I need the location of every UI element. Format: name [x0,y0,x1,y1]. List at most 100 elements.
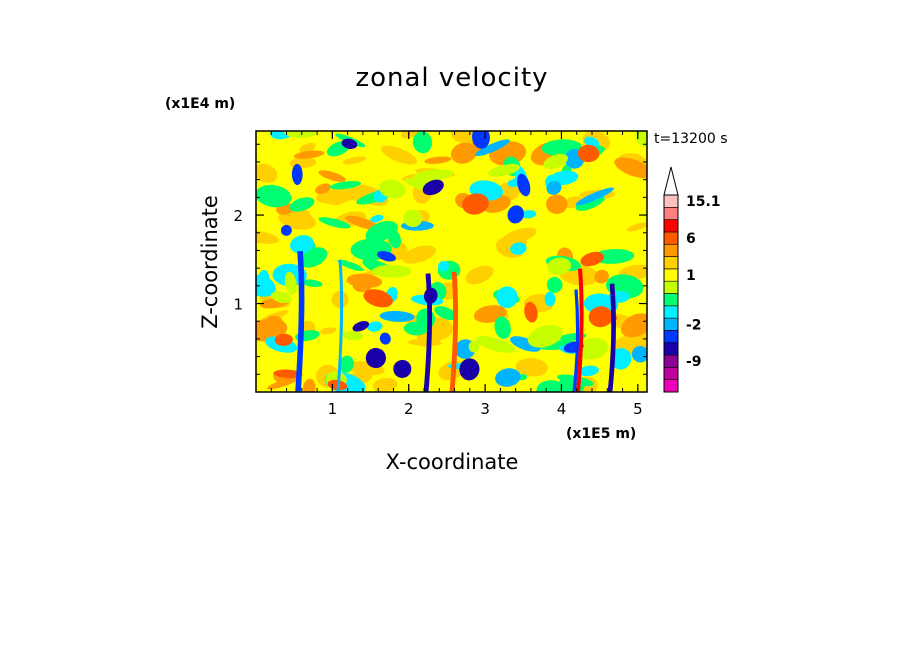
y-tick-label: 2 [233,207,243,225]
contour-patch [271,291,292,304]
contour-patch [341,138,358,149]
axis-ticks [256,131,647,392]
contour-patch [536,380,568,392]
contour-streak [607,283,616,392]
contour-patch [291,163,303,185]
colorbar-segment [663,256,679,270]
contour-patch [496,286,518,309]
plot-frame [255,130,648,393]
colorbar-frame [663,194,679,393]
contour-patch [352,321,370,332]
contour-patch [274,333,293,346]
colorbar-segment [663,231,679,245]
contour-patch [301,279,323,287]
colorbar-segment [663,367,679,380]
contour-patch [381,145,418,165]
contour-patch [580,251,605,267]
contour-patch [544,291,556,307]
contour-patch [256,230,280,244]
contour-patch [393,359,412,378]
contour-patch [318,170,346,182]
contour-patch [365,220,398,243]
contour-patch [372,377,398,392]
contour-patch [545,194,568,214]
contour-streak [295,250,305,392]
contour-patch [266,315,283,327]
contour-patch [459,358,480,381]
x-tick-labels: 1 2 3 4 5 [328,400,643,418]
contour-patch [318,217,351,229]
contour-patch [488,163,521,177]
contour-patch [278,210,316,230]
contour-patch [267,376,301,390]
contour-patch [379,179,406,199]
colorbar-segment [663,342,679,356]
contour-patch [495,368,521,387]
colorbar-label: -2 [686,317,702,333]
contour-patch [342,330,364,341]
colorbar-segment [663,305,679,319]
contour-patch [284,271,297,296]
contour-patch [273,369,303,379]
contour-patch [527,324,563,348]
contour-patch [620,313,647,338]
contour-patch [521,210,537,219]
heatmap-contours [256,131,647,392]
contour-patch [575,187,614,206]
contour-patch [289,197,315,212]
contour-patch [290,235,314,254]
colorbar-label: 6 [686,231,696,247]
contour-streak [423,273,433,392]
contour-patch [320,327,337,335]
contour-patch [402,245,436,264]
contour-patch [280,224,292,236]
contour-patch [372,264,412,278]
contour-patch [547,257,572,275]
contour-patch [379,310,415,322]
colorbar-segment [663,243,679,257]
contour-patch [412,131,433,154]
contour-patch [377,251,396,262]
colorbar-segment [663,194,679,208]
contour-streak [575,268,584,392]
contour-patch [256,163,278,183]
y-tick-label: 1 [233,296,243,314]
x-tick-label: 3 [480,400,490,418]
colorbar-segment [663,330,679,344]
contour-patch [365,347,386,369]
contour-patch [450,142,477,164]
contour-patch [577,144,600,163]
colorbar-segment [663,379,679,393]
x-unit-label: (x1E5 m) [566,426,636,442]
contour-patch [614,157,647,179]
contour-patch [293,150,325,159]
contour-patch [379,332,391,345]
colorbar-label: 15.1 [686,194,721,210]
contour-patch [283,131,316,139]
contour-patch [370,214,384,223]
contour-patch [299,142,316,153]
contour-patch [510,242,527,255]
colorbar-segment [663,280,679,294]
colorbar-extend-arrow [663,166,679,196]
contour-patch [434,306,458,321]
contour-patch [510,336,541,352]
contour-patch [256,184,292,208]
contour-patch [438,260,449,272]
y-axis-label: Z-coordinate [198,195,222,329]
colorbar-segment [663,293,679,307]
contour-patch [352,278,373,293]
contour-patch [543,153,569,169]
contour-patch [462,193,489,215]
contour-patch [329,181,362,190]
time-label: t=13200 s [654,131,728,147]
contour-patch [337,259,364,271]
contour-patch [507,205,525,224]
contour-streak [336,259,344,392]
contour-patch [631,345,647,363]
colorbar-label: -9 [686,354,702,370]
contour-patch [367,321,383,332]
x-tick-label: 2 [404,400,414,418]
contour-patch [610,348,632,370]
